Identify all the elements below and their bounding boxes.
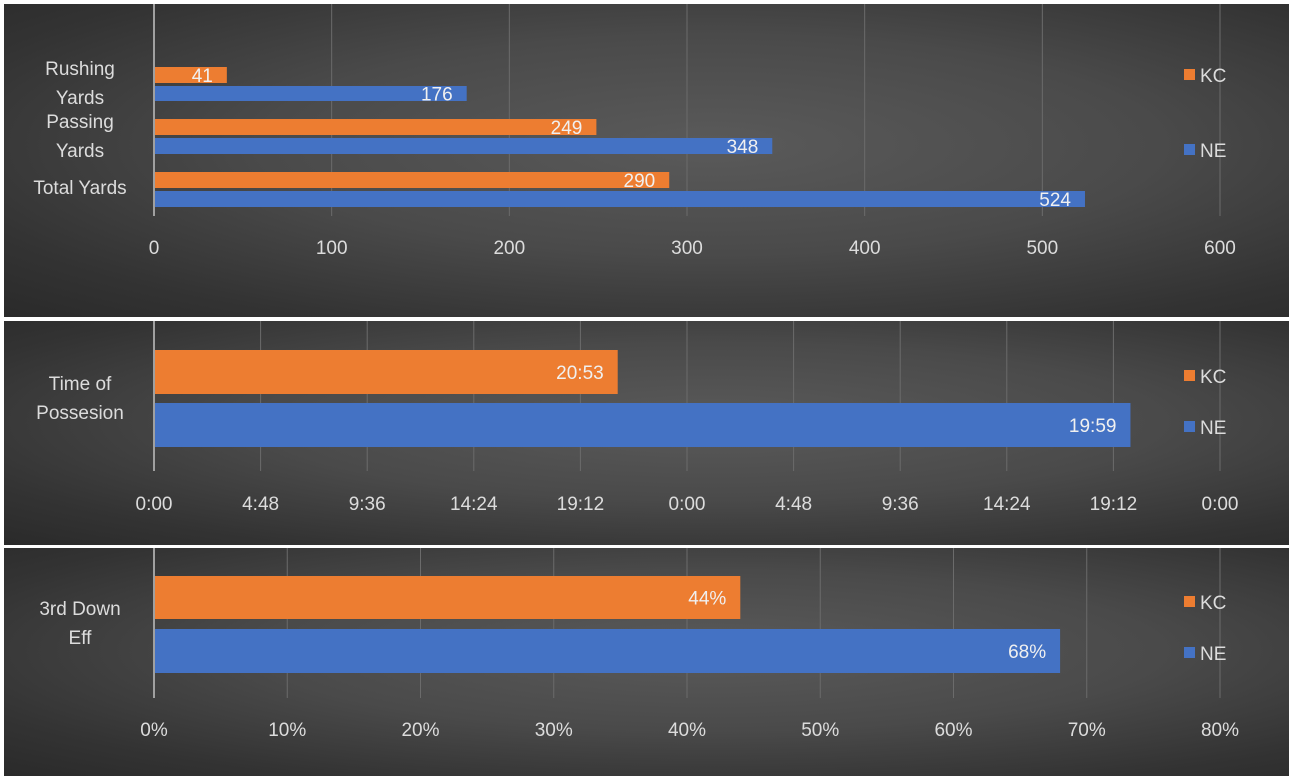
legend-swatch-ne — [1184, 647, 1195, 658]
x-tick-label: 40% — [668, 720, 706, 741]
legend-swatch-kc — [1184, 69, 1195, 80]
yards-chart: 0 100 200 300 400 500 600 41 176 Rushing Yards 249 3… — [33, 4, 1236, 259]
bar-ne — [154, 191, 1085, 207]
x-tick-label: 300 — [671, 238, 703, 259]
third-down-chart-panel: 0% 10% 20% 30% 40% 50% 60% 70% 80% 44% 68% 3rd Down… — [4, 548, 1289, 776]
bar-ne — [154, 629, 1061, 673]
x-tick-label: 0 — [149, 238, 160, 259]
yards-chart-panel: 0 100 200 300 400 500 600 41 176 Rushing Yards 249 3… — [4, 4, 1289, 317]
category-label: Yards — [56, 141, 104, 162]
category-label: Passing — [46, 112, 114, 133]
x-tick-label: 19:12 — [557, 494, 605, 515]
category-label: Total Yards — [33, 178, 126, 199]
x-tick-label: 600 — [1204, 238, 1236, 259]
bar-ne — [154, 403, 1131, 447]
x-tick-label: 200 — [493, 238, 525, 259]
data-label-ne: 348 — [727, 137, 759, 158]
legend-swatch-ne — [1184, 421, 1195, 432]
x-tick-label: 20% — [401, 720, 439, 741]
bar-kc — [154, 67, 227, 83]
x-tick-label: 0:00 — [1202, 494, 1239, 515]
x-tick-label: 4:48 — [775, 494, 812, 515]
data-label-kc: 290 — [624, 171, 656, 192]
possession-chart-panel: 0:00 4:48 9:36 14:24 19:12 0:00 4:48 9:36 14:24 1… — [4, 321, 1289, 545]
x-tick-label: 0:00 — [669, 494, 706, 515]
x-tick-label: 60% — [934, 720, 972, 741]
data-label-kc: 20:53 — [556, 363, 604, 384]
legend-label-kc: KC — [1200, 367, 1226, 388]
category-label: Possesion — [36, 403, 124, 424]
bar-kc — [154, 350, 618, 394]
bar-ne — [154, 138, 773, 154]
third-down-chart: 0% 10% 20% 30% 40% 50% 60% 70% 80% 44% 68% 3rd Down… — [39, 548, 1239, 741]
category-label: Rushing — [45, 59, 115, 80]
data-label-ne: 176 — [421, 85, 453, 106]
x-tick-label: 50% — [801, 720, 839, 741]
bar-ne — [154, 86, 467, 101]
category-label: Eff — [69, 628, 93, 649]
x-tick-label: 19:12 — [1090, 494, 1138, 515]
bar-kc — [154, 172, 670, 188]
x-tick-label: 80% — [1201, 720, 1239, 741]
x-tick-label: 0% — [140, 720, 168, 741]
x-tick-label: 70% — [1068, 720, 1106, 741]
legend-swatch-ne — [1184, 144, 1195, 155]
x-tick-label: 30% — [535, 720, 573, 741]
data-label-ne: 19:59 — [1069, 416, 1117, 437]
data-label-ne: 68% — [1008, 642, 1046, 663]
data-label-kc: 41 — [192, 66, 213, 87]
category-label: 3rd Down — [39, 599, 120, 620]
x-tick-label: 100 — [316, 238, 348, 259]
legend-label-ne: NE — [1200, 644, 1226, 665]
possession-chart: 0:00 4:48 9:36 14:24 19:12 0:00 4:48 9:36 14:24 1… — [36, 321, 1239, 515]
category-label: Time of — [49, 374, 112, 395]
x-tick-label: 4:48 — [242, 494, 279, 515]
legend-swatch-kc — [1184, 370, 1195, 381]
legend-label-kc: KC — [1200, 593, 1226, 614]
bar-kc — [154, 576, 741, 619]
x-tick-label: 14:24 — [983, 494, 1031, 515]
legend-label-ne: NE — [1200, 418, 1226, 439]
legend-label-ne: NE — [1200, 141, 1226, 162]
legend-swatch-kc — [1184, 596, 1195, 607]
legend-label-kc: KC — [1200, 66, 1226, 87]
x-tick-label: 14:24 — [450, 494, 498, 515]
x-tick-label: 9:36 — [349, 494, 386, 515]
data-label-kc: 249 — [551, 118, 583, 139]
data-label-ne: 524 — [1039, 190, 1071, 211]
bar-kc — [154, 119, 597, 135]
data-label-kc: 44% — [688, 589, 726, 610]
x-tick-label: 10% — [268, 720, 306, 741]
x-tick-label: 400 — [849, 238, 881, 259]
x-tick-label: 500 — [1026, 238, 1058, 259]
x-tick-label: 0:00 — [136, 494, 173, 515]
x-tick-label: 9:36 — [882, 494, 919, 515]
category-label: Yards — [56, 88, 104, 109]
